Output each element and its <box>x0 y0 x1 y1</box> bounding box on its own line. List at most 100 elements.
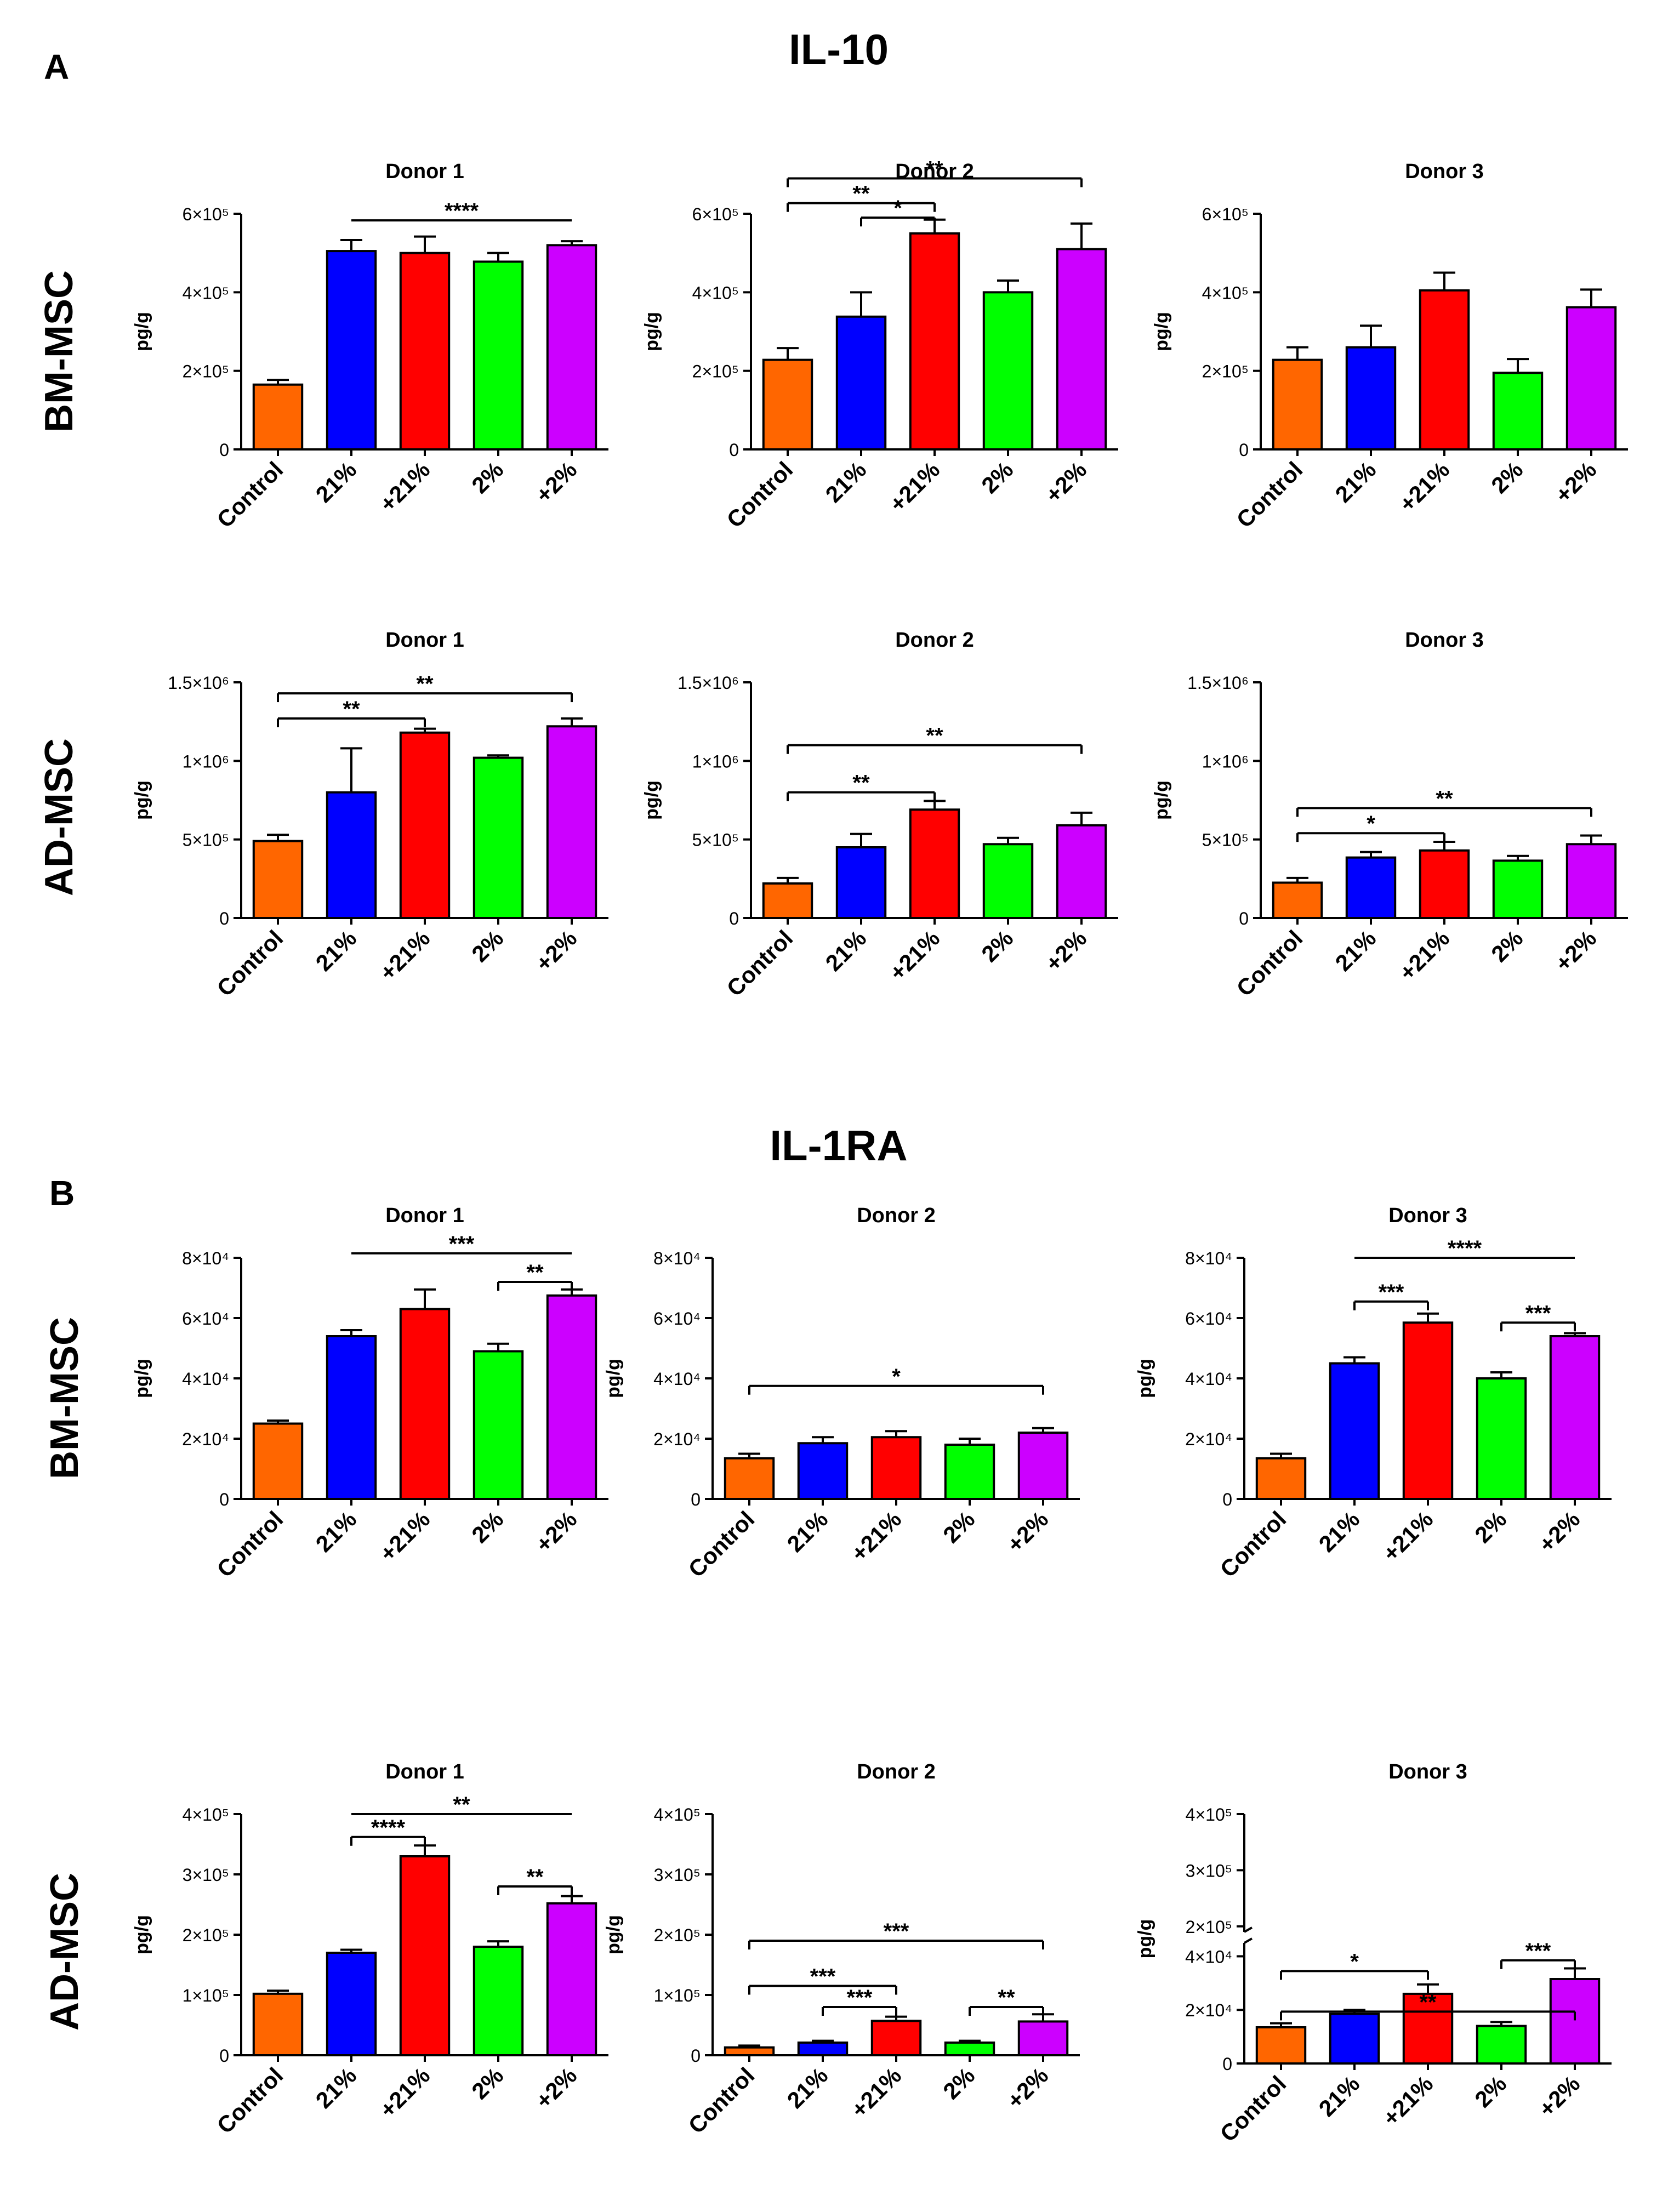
x-tick-label: 2% <box>466 925 508 967</box>
y-tick-label: 0 <box>1239 440 1249 460</box>
x-tick-label: 21% <box>311 457 362 508</box>
chart-title: Donor 2 <box>857 1760 936 1783</box>
bar-21pct <box>326 791 377 919</box>
chart-title: Donor 3 <box>1388 1204 1467 1227</box>
bar-plus21pct <box>399 731 451 919</box>
panel-letter-b: B <box>49 1173 75 1213</box>
y-tick-label: 0 <box>691 2046 701 2066</box>
x-tick-label: +21% <box>846 2062 906 2123</box>
y-tick-label: 0 <box>1222 2054 1232 2074</box>
x-tick-label: 2% <box>938 1506 980 1548</box>
x-tick-label: +2% <box>531 1506 582 1558</box>
bar-2pct <box>944 2041 995 2056</box>
y-axis-label: pg/g <box>603 1359 624 1398</box>
bar-Control <box>252 840 304 919</box>
significance-label: *** <box>810 1965 836 1989</box>
bar-plus2pct <box>546 1902 597 2057</box>
y-axis-label: pg/g <box>1135 1919 1155 1959</box>
x-tick-label: 21% <box>311 925 362 976</box>
bar-21pct <box>835 846 887 919</box>
y-tick-label: 6×10⁴ <box>182 1309 229 1329</box>
x-tick-label: Control <box>1215 2071 1291 2147</box>
y-tick-label: 2×10⁴ <box>1185 2000 1232 2020</box>
y-tick-label: 0 <box>729 909 739 928</box>
x-tick-label: +21% <box>884 925 944 985</box>
y-tick-label: 6×10⁵ <box>692 204 739 224</box>
y-tick-label: 4×10⁴ <box>182 1369 229 1389</box>
y-tick-label: 4×10⁴ <box>1185 1947 1232 1966</box>
x-tick-label: +2% <box>1040 925 1092 977</box>
bar-plus21pct <box>909 232 960 451</box>
significance-label: ** <box>343 697 360 721</box>
bar-plus2pct <box>1565 306 1617 451</box>
y-tick-label: 1.5×10⁶ <box>168 673 229 693</box>
x-tick-label: +2% <box>1550 457 1602 508</box>
bar-plus2pct <box>1056 248 1107 451</box>
x-tick-label: +21% <box>374 925 435 985</box>
x-tick-label: +21% <box>374 457 435 517</box>
significance-label: *** <box>1379 1280 1404 1304</box>
bar-plus2pct <box>1017 1432 1069 1500</box>
chart-12: Donor 3 0 2×10⁴ 4×10⁴ 2×10⁵ 3×10⁵ 4×10⁵ pg/g Con… <box>1135 1760 1612 2147</box>
x-tick-label: +2% <box>1550 925 1602 977</box>
bar-Control <box>762 882 813 920</box>
bar-21pct <box>1345 346 1397 451</box>
significance-label: *** <box>449 1232 475 1256</box>
chart-1: Donor 1 0 2×10⁵ 4×10⁵ 6×10⁵ pg/g Control 21% +21… <box>132 160 608 533</box>
y-axis-label: pg/g <box>1135 1359 1155 1398</box>
x-tick-label: 2% <box>1486 457 1528 498</box>
bar-2pct <box>1476 1377 1527 1500</box>
x-tick-label: +21% <box>374 2062 435 2123</box>
bar-21pct <box>326 1952 377 2056</box>
x-tick-label: +21% <box>1377 1506 1438 1566</box>
panel-letter-a: A <box>44 47 70 87</box>
y-tick-label: 1×10⁵ <box>654 1986 701 2005</box>
bar-2pct <box>982 843 1034 920</box>
x-tick-label: 21% <box>1314 1506 1365 1557</box>
significance-label: * <box>1350 1949 1359 1974</box>
chart-title: Donor 2 <box>857 1204 936 1227</box>
bar-21pct <box>797 1442 849 1500</box>
y-tick-label: 4×10⁵ <box>692 283 739 303</box>
axis-break-mark <box>1244 1926 1253 1933</box>
y-tick-label: 5×10⁵ <box>1202 830 1249 850</box>
x-tick-label: Control <box>212 2062 288 2139</box>
significance-label: ** <box>526 1261 544 1285</box>
y-tick-label: 1×10⁶ <box>183 751 229 771</box>
y-tick-label: 6×10⁵ <box>183 204 229 224</box>
y-tick-label: 3×10⁵ <box>1186 1861 1232 1880</box>
y-tick-label: 2×10⁴ <box>653 1429 701 1449</box>
x-tick-label: Control <box>1215 1506 1291 1582</box>
significance-label: *** <box>847 1986 873 2010</box>
y-tick-label: 0 <box>219 2046 229 2066</box>
x-tick-label: 2% <box>466 2062 508 2104</box>
section-title-il1ra: IL-1RA <box>770 1121 908 1170</box>
significance-label: ** <box>998 1986 1015 2010</box>
bar-Control <box>724 2046 775 2056</box>
y-tick-label: 4×10⁵ <box>183 1805 229 1825</box>
x-tick-label: +21% <box>846 1506 906 1566</box>
bar-2pct <box>472 260 524 451</box>
bar-2pct <box>1476 2025 1527 2065</box>
bar-plus21pct <box>909 808 960 919</box>
y-tick-label: 5×10⁵ <box>692 830 739 850</box>
significance-label: ** <box>416 672 434 696</box>
bar-2pct <box>1492 859 1544 920</box>
x-tick-label: 2% <box>938 2062 980 2104</box>
y-tick-label: 2×10⁴ <box>182 1429 229 1449</box>
x-tick-label: 21% <box>1314 2071 1365 2122</box>
bar-plus21pct <box>870 2020 922 2057</box>
section-title-il10: IL-10 <box>788 25 889 73</box>
x-tick-label: Control <box>684 1506 760 1582</box>
bar-plus2pct <box>1549 1335 1601 1500</box>
y-axis-label: pg/g <box>1151 312 1172 351</box>
bar-plus21pct <box>399 1855 451 2056</box>
y-tick-label: 0 <box>219 1490 229 1509</box>
chart-6: Donor 3 0 5×10⁵ 1×10⁶ 1.5×10⁶ pg/g Control 21% +… <box>1151 629 1628 1001</box>
x-tick-label: 21% <box>311 1506 362 1557</box>
x-tick-label: +2% <box>1040 457 1092 508</box>
x-tick-label: +2% <box>1002 1506 1054 1558</box>
significance-label: * <box>1367 812 1375 836</box>
bar-plus21pct <box>399 1308 451 1500</box>
